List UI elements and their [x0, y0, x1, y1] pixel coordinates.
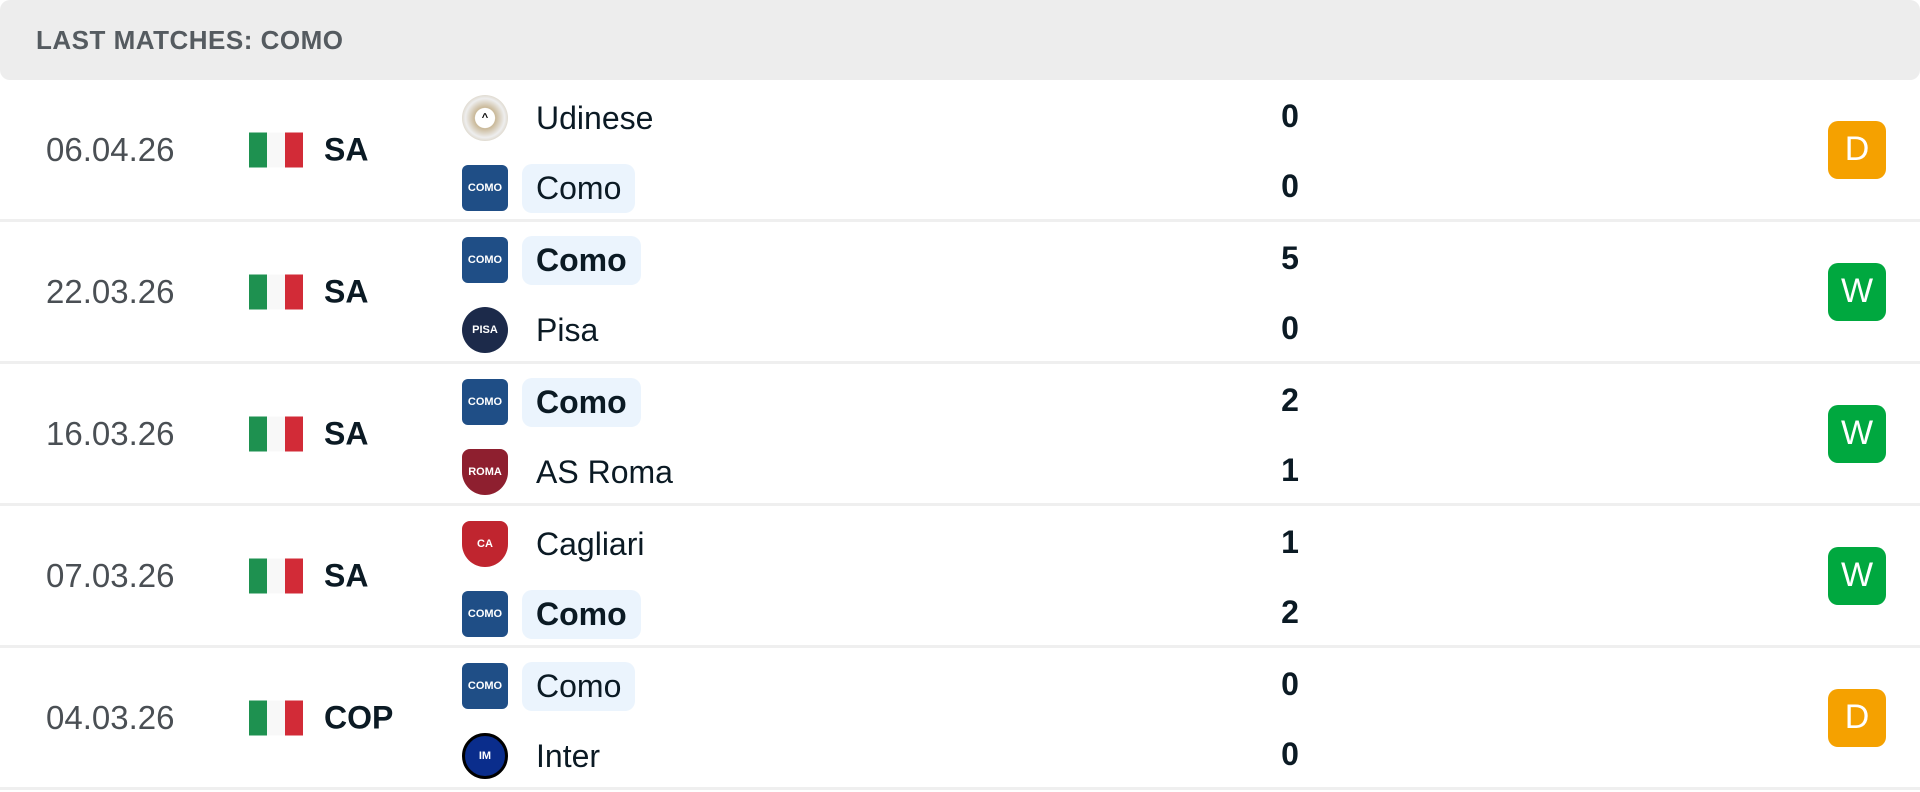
away-score: 0: [1281, 310, 1299, 346]
pisa-logo-icon: PISA: [462, 307, 508, 353]
home-team[interactable]: COMO Como: [462, 659, 636, 713]
home-team[interactable]: COMO Como: [462, 233, 641, 287]
match-date: 07.03.26: [46, 556, 175, 594]
italy-flag-icon: [249, 558, 303, 593]
away-team[interactable]: COMO Como: [462, 161, 636, 215]
match-date: 04.03.26: [46, 698, 175, 736]
result-badge: D: [1828, 120, 1886, 179]
como-logo-icon: COMO: [462, 663, 508, 709]
match-row[interactable]: 06.04.26 SA ^ Udinese COMO Como 0 0 D: [0, 80, 1920, 222]
match-list: 06.04.26 SA ^ Udinese COMO Como 0 0 D 22.…: [0, 80, 1920, 790]
match-row[interactable]: 07.03.26 SA CA Cagliari COMO Como 1 2 W: [0, 506, 1920, 648]
away-score: 1: [1281, 452, 1299, 488]
italy-flag-icon: [249, 700, 303, 735]
away-team-name: Como: [522, 589, 641, 639]
roma-logo-icon: ROMA: [462, 449, 508, 495]
match-row[interactable]: 16.03.26 SA COMO Como ROMA AS Roma 2 1 W: [0, 364, 1920, 506]
home-team-name: Como: [522, 661, 636, 711]
home-team-name: Como: [522, 377, 641, 427]
match-date: 06.04.26: [46, 130, 175, 168]
away-team-name: Inter: [536, 737, 601, 774]
home-score: 0: [1281, 666, 1299, 702]
cagliari-logo-icon: CA: [462, 521, 508, 567]
away-score: 2: [1281, 594, 1299, 630]
league-label: COP: [324, 699, 394, 735]
italy-flag-icon: [249, 274, 303, 309]
como-logo-icon: COMO: [462, 165, 508, 211]
home-team-name: Como: [522, 235, 641, 285]
result-badge: W: [1828, 262, 1886, 321]
result-badge: D: [1828, 688, 1886, 747]
league-label: SA: [324, 131, 369, 167]
home-team[interactable]: ^ Udinese: [462, 91, 667, 145]
home-team-name: Udinese: [536, 99, 654, 136]
match-row[interactable]: 22.03.26 SA COMO Como PISA Pisa 5 0 W: [0, 222, 1920, 364]
match-date: 16.03.26: [46, 414, 175, 452]
away-team-name: AS Roma: [536, 453, 673, 490]
como-logo-icon: COMO: [462, 591, 508, 637]
italy-flag-icon: [249, 416, 303, 451]
away-score: 0: [1281, 168, 1299, 204]
match-date: 22.03.26: [46, 272, 175, 310]
league-label: SA: [324, 557, 369, 593]
result-badge: W: [1828, 404, 1886, 463]
away-team-name: Pisa: [536, 311, 599, 348]
away-team[interactable]: ROMA AS Roma: [462, 445, 687, 499]
league-label: SA: [324, 415, 369, 451]
away-team[interactable]: COMO Como: [462, 587, 641, 641]
home-score: 0: [1281, 98, 1299, 134]
home-score: 1: [1281, 524, 1299, 560]
league-label: SA: [324, 273, 369, 309]
italy-flag-icon: [249, 132, 303, 167]
home-team-name: Cagliari: [536, 525, 645, 562]
section-title: LAST MATCHES: COMO: [36, 24, 344, 55]
away-team[interactable]: IM Inter: [462, 729, 614, 783]
match-row[interactable]: 04.03.26 COP COMO Como IM Inter 0 0 D: [0, 648, 1920, 790]
home-score: 5: [1281, 240, 1299, 276]
udinese-logo-icon: ^: [462, 95, 508, 141]
como-logo-icon: COMO: [462, 379, 508, 425]
result-badge: W: [1828, 546, 1886, 605]
inter-logo-icon: IM: [462, 733, 508, 779]
away-team[interactable]: PISA Pisa: [462, 303, 612, 357]
home-score: 2: [1281, 382, 1299, 418]
como-logo-icon: COMO: [462, 237, 508, 283]
away-team-name: Como: [522, 163, 636, 213]
section-header: LAST MATCHES: COMO: [0, 0, 1920, 80]
away-score: 0: [1281, 736, 1299, 772]
home-team[interactable]: CA Cagliari: [462, 517, 658, 571]
home-team[interactable]: COMO Como: [462, 375, 641, 429]
